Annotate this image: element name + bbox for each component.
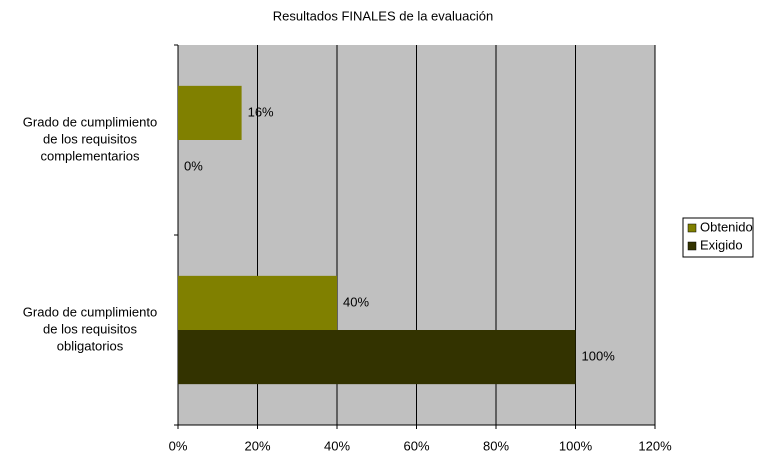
y-tick-label: de los requisitos: [43, 131, 137, 146]
chart-title: Resultados FINALES de la evaluación: [273, 8, 493, 23]
y-tick-label: obligatorios: [57, 338, 124, 353]
x-tick-label: 60%: [403, 438, 429, 453]
value-label: 0%: [184, 159, 203, 174]
x-tick-label: 20%: [244, 438, 270, 453]
x-tick-label: 100%: [559, 438, 593, 453]
legend-label: Exigido: [700, 237, 743, 252]
value-label: 16%: [248, 104, 274, 119]
x-tick-label: 40%: [324, 438, 350, 453]
bar: [178, 330, 576, 385]
y-tick-label: Grado de cumplimiento: [23, 114, 157, 129]
value-label: 40%: [343, 294, 369, 309]
legend-label: Obtenido: [700, 219, 753, 234]
x-tick-label: 120%: [638, 438, 672, 453]
bar: [178, 275, 337, 330]
x-tick-label: 80%: [483, 438, 509, 453]
y-tick-label: Grado de cumplimiento: [23, 304, 157, 319]
legend-swatch: [687, 223, 697, 233]
legend-box: [682, 217, 754, 258]
legend-swatch: [687, 241, 697, 251]
bar: [178, 85, 242, 140]
y-tick-label: de los requisitos: [43, 321, 137, 336]
value-label: 100%: [582, 349, 616, 364]
y-tick-label: complementarios: [41, 148, 140, 163]
x-tick-label: 0%: [169, 438, 188, 453]
